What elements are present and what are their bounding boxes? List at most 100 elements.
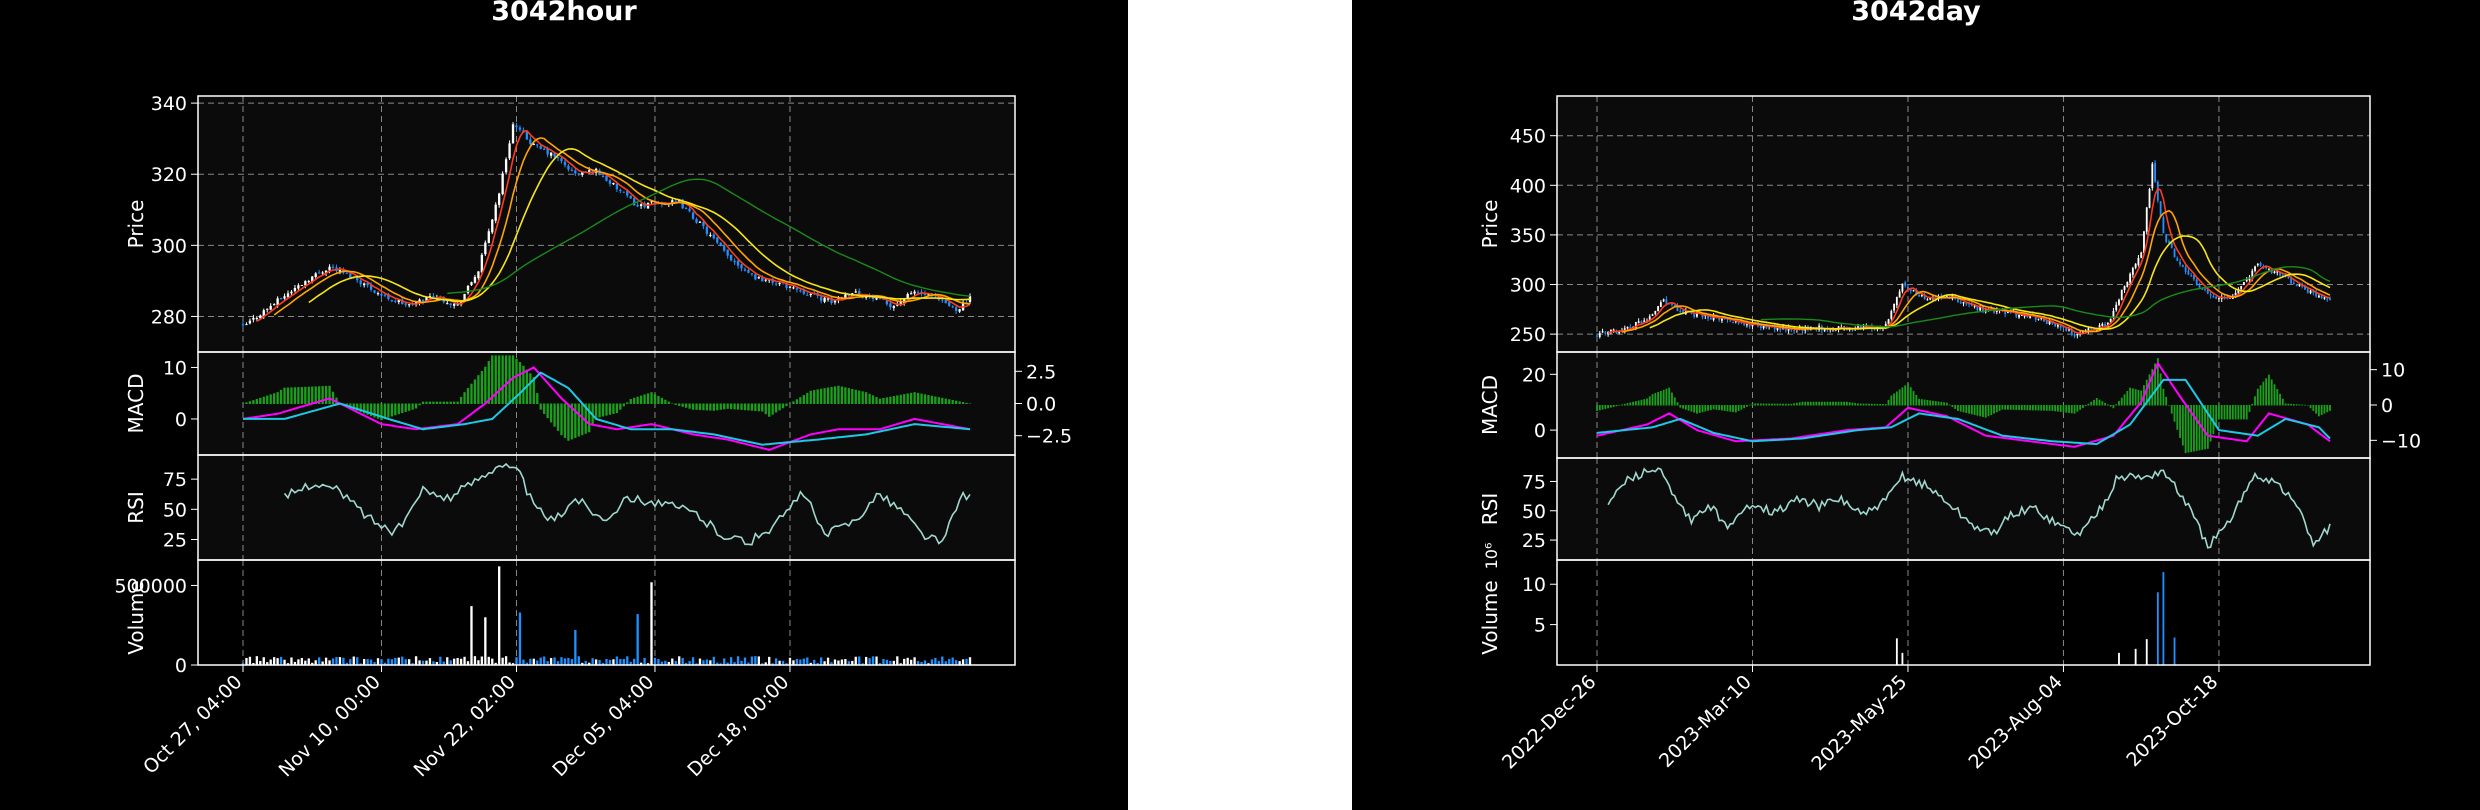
volume-bar	[283, 659, 286, 665]
volume-bar	[913, 657, 916, 665]
candle-body	[314, 273, 317, 277]
volume-bar	[404, 659, 407, 665]
macd-histogram-bar	[1812, 401, 1815, 406]
macd-histogram-bar	[861, 391, 864, 404]
candle-body	[2148, 189, 2151, 208]
volume-bar	[473, 656, 477, 665]
macd-histogram-bar	[622, 403, 625, 407]
macd-histogram-bar	[359, 403, 362, 413]
macd-histogram-bar	[2084, 405, 2087, 407]
volume-bar	[463, 656, 466, 665]
volume-bar	[653, 657, 657, 665]
volume-bar	[639, 662, 643, 665]
macd-histogram-bar	[1659, 390, 1662, 406]
rsi-line	[1607, 467, 2331, 549]
macd-histogram-bar	[1662, 389, 1665, 406]
macd-histogram-bar	[255, 398, 259, 404]
candle-body	[729, 254, 733, 261]
macd-histogram-bar	[408, 403, 411, 411]
candle-body	[740, 264, 743, 269]
candle-body	[774, 283, 778, 285]
candle-body	[2304, 285, 2306, 290]
candle-body	[1823, 329, 1826, 331]
macd-histogram-bar	[2145, 379, 2148, 406]
candle-body	[1773, 326, 1776, 330]
macd-histogram-bar	[2151, 368, 2154, 406]
y-tick-label: 10	[1522, 574, 1546, 596]
candle-body	[2129, 273, 2132, 283]
macd-histogram-bar	[484, 366, 487, 404]
macd-histogram-bar	[719, 403, 722, 410]
y-tick-label: 5	[1534, 615, 1546, 637]
volume-bar	[854, 656, 857, 665]
y-tick-label: 0	[1534, 420, 1546, 442]
macd-histogram-bar	[851, 388, 854, 404]
macd-histogram-bar	[650, 392, 653, 404]
macd-histogram-bar	[920, 393, 923, 404]
candle-body	[2043, 318, 2045, 322]
macd-histogram-bar	[2220, 405, 2223, 420]
macd-histogram-bar	[549, 403, 553, 423]
volume-bar	[657, 659, 660, 665]
candle-body	[1643, 320, 1646, 323]
macd-histogram-bar	[639, 395, 643, 404]
candle-body	[629, 195, 632, 199]
candle-body	[927, 294, 930, 296]
candle-body	[712, 234, 715, 239]
macd-histogram-bar	[1882, 404, 1884, 406]
volume-bar	[501, 657, 504, 665]
candle-body	[2165, 234, 2168, 242]
candle-body	[1923, 295, 1926, 299]
candle-body	[2145, 207, 2148, 232]
macd-histogram-bar	[373, 403, 376, 418]
macd-histogram-bar	[2240, 405, 2243, 420]
candle-body	[705, 226, 709, 234]
candle-body	[529, 139, 532, 145]
macd-histogram-bar	[269, 394, 272, 404]
candle-body	[1857, 326, 1859, 329]
macd-histogram-bar	[899, 394, 902, 404]
macd-histogram-bar	[1612, 405, 1615, 407]
macd-histogram-bar	[1684, 405, 1687, 410]
macd-histogram-bar	[2165, 396, 2168, 406]
macd-histogram-bar	[619, 403, 622, 410]
y-tick-label: 280	[151, 306, 187, 328]
macd-histogram-bar	[1782, 403, 1784, 406]
macd-histogram-bar	[1626, 403, 1629, 406]
volume-bar	[276, 658, 279, 665]
volume-bar	[681, 658, 684, 665]
candle-body	[757, 277, 760, 279]
macd-histogram-bar	[1793, 403, 1796, 406]
volume-bar	[691, 657, 695, 665]
candle-body	[1859, 325, 1862, 330]
volume-bar	[522, 659, 525, 665]
candle-body	[2195, 279, 2198, 285]
volume-bar	[432, 661, 435, 665]
price-axis-label: Price	[1478, 200, 1502, 249]
macd-histogram-bar	[1957, 405, 1959, 411]
candle-body	[286, 293, 290, 298]
candle-body	[719, 242, 722, 246]
volume-bar	[750, 656, 754, 665]
macd-histogram-bar	[923, 394, 927, 404]
volume-bar	[459, 658, 463, 665]
volume-bar	[414, 656, 418, 665]
macd-histogram-bar	[1676, 402, 1679, 406]
candle-body	[2298, 285, 2301, 287]
candle-body	[425, 297, 428, 303]
volume-bar	[290, 657, 293, 665]
volume-bar	[435, 661, 439, 665]
candle-body	[276, 298, 279, 305]
macd-histogram-bar	[459, 396, 463, 404]
macd-histogram-bar	[2317, 405, 2320, 417]
macd-histogram-bar	[1984, 405, 1987, 418]
candle-body	[944, 300, 947, 304]
candle-body	[1929, 297, 1932, 300]
candle-body	[1629, 326, 1632, 328]
candle-body	[2245, 279, 2248, 282]
macd-histogram-bar	[1951, 405, 1954, 408]
candle-body	[698, 221, 702, 223]
candle-body	[792, 287, 795, 289]
macd-histogram-bar	[740, 403, 743, 410]
macd-histogram-bar	[695, 403, 698, 410]
